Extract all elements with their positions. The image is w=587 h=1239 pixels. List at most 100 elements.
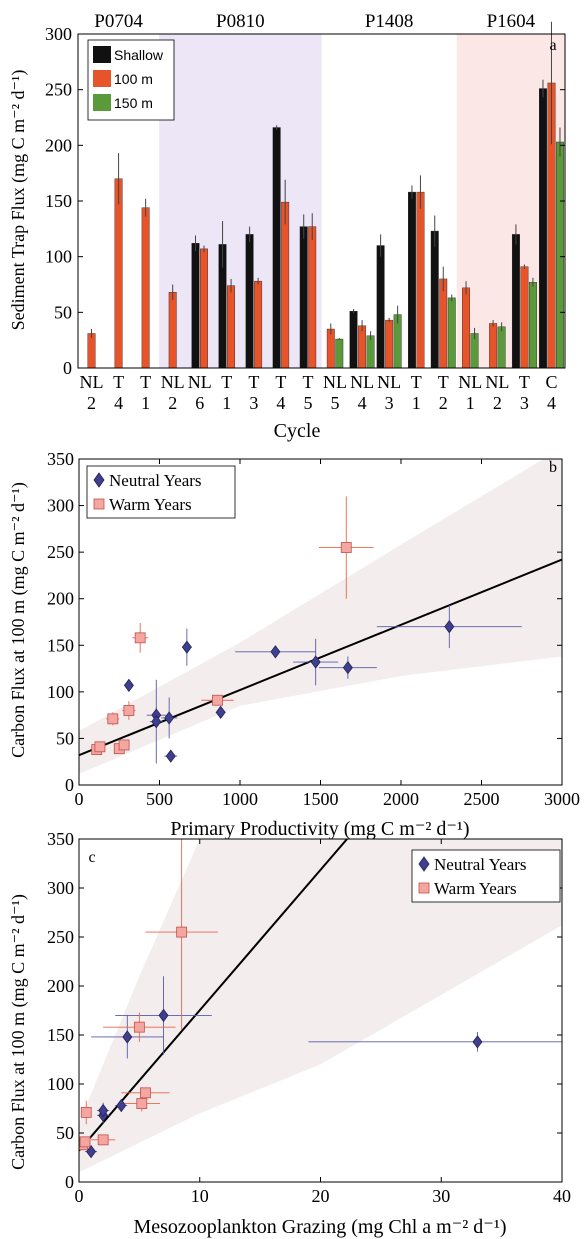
y-tick-label: 200: [45, 135, 72, 155]
cycle-number-label: 1: [141, 393, 150, 413]
legend-square-marker: [93, 498, 105, 510]
neutral-year-point: [342, 660, 353, 675]
y-tick-label: 150: [47, 635, 74, 655]
y-tick-label: 100: [47, 682, 74, 702]
y-tick-label: 100: [47, 1074, 74, 1094]
cycle-type-label: NL: [485, 372, 509, 392]
bar-Shallow-6: [245, 234, 254, 369]
y-tick-label: 0: [63, 358, 72, 378]
warm-year-point: [80, 1107, 92, 1118]
bar-150m-9: [335, 338, 344, 369]
bar-Shallow-11: [376, 245, 385, 369]
panel-c: 0 10 20 30 40 0 50 100 150 200 250 300 350 Neutral Ye…: [8, 829, 571, 1238]
bar-Shallow-8: [299, 226, 308, 369]
neutral-year-point: [181, 640, 192, 654]
y-tick-label: 150: [47, 1025, 74, 1045]
y-tick-label: 350: [47, 829, 74, 849]
bar-Shallow-7: [272, 127, 281, 369]
legend-diamond-marker: [93, 472, 105, 488]
y-tick-label: 350: [47, 449, 74, 469]
neutral-year-point: [122, 1030, 133, 1044]
y-tick-label: 0: [65, 1172, 74, 1192]
warm-year-point: [133, 1021, 145, 1033]
bar-100m-3: [168, 292, 177, 369]
bar-Shallow-16: [511, 234, 520, 369]
legend-box: [86, 465, 236, 519]
legend-label: Shallow: [114, 47, 164, 63]
neutral-year-point: [165, 749, 176, 763]
bar-100m-5: [227, 285, 236, 369]
cycle-type-label: NL: [323, 372, 347, 392]
neutral-year-point: [158, 1008, 169, 1023]
x-tick-label: 2000: [383, 789, 419, 809]
warm-year-point: [176, 926, 188, 938]
warm-year-point: [134, 632, 146, 644]
neutral-year-point: [123, 678, 134, 693]
cycle-type-label: NL: [458, 372, 482, 392]
bar-100m-7: [281, 201, 290, 369]
y-tick-label: 100: [45, 247, 72, 267]
cycle-type-label: NL: [377, 372, 401, 392]
warm-year-point: [97, 1134, 109, 1146]
bar-Shallow-12: [407, 191, 416, 369]
confidence-band: [79, 839, 562, 1173]
x-tick-label: 2500: [464, 789, 500, 809]
legend-diamond-marker: [418, 856, 430, 872]
bar-Shallow-10: [349, 311, 358, 369]
neutral-year-point: [310, 655, 321, 669]
neutral-year-point: [116, 1098, 127, 1113]
bar-100m-12: [416, 191, 425, 369]
y-tick-label: 50: [56, 1123, 74, 1143]
panel-c-y-axis-label: Carbon Flux at 100 m (mg C m⁻² d⁻¹): [8, 894, 29, 1170]
cycle-type-label: NL: [161, 372, 185, 392]
cycle-number-label: 5: [331, 393, 340, 413]
panel-a-y-axis-label: Sediment Trap Flux (mg C m⁻² d⁻¹): [8, 70, 29, 331]
cycle-number-label: 4: [276, 393, 285, 413]
y-tick-label: 150: [45, 191, 72, 211]
legend-swatch-150m: [93, 94, 111, 111]
panel-b-letter: b: [549, 459, 557, 476]
neutral-year-point: [86, 1144, 97, 1159]
bar-150m-10: [366, 335, 375, 369]
bar-150m-15: [497, 326, 506, 369]
x-tick-label: 0: [75, 1186, 84, 1206]
x-tick-label: 40: [553, 1186, 571, 1206]
bar-100m-6: [254, 280, 263, 369]
cruise-shade-P1604: [456, 34, 565, 368]
legend-swatch-Shallow: [93, 46, 111, 63]
legend-label: Neutral Years: [434, 855, 527, 874]
bar-150m-13: [447, 297, 456, 369]
y-tick-label: 300: [45, 24, 72, 44]
cycle-type-label: T: [248, 372, 259, 392]
neutral-year-point: [151, 714, 162, 729]
panel-b: 0 500 1000 1500 2000 2500 3000 0 50 100 150 200 250 3…: [8, 449, 580, 840]
bar-100m-1: [114, 178, 123, 369]
cycle-type-label: T: [275, 372, 286, 392]
cycle-type-label: T: [438, 372, 449, 392]
panel-a-letter: a: [549, 37, 556, 54]
legend-label: Neutral Years: [109, 471, 202, 490]
cycle-type-label: T: [113, 372, 124, 392]
cycle-type-label: T: [302, 372, 313, 392]
cycle-number-label: 3: [385, 393, 394, 413]
legend-label: Warm Years: [109, 495, 192, 514]
y-tick-label: 300: [47, 496, 74, 516]
bar-100m-8: [308, 226, 317, 369]
bar-Shallow-4: [191, 243, 200, 369]
legend: Neutral Years Warm Years: [86, 465, 236, 519]
bar-100m-10: [358, 325, 367, 369]
y-tick-label: 200: [47, 976, 74, 996]
panel-a: P0704 P0810 P1408 P1604NL2T4T1NL2NL6T1T3T4T…: [8, 11, 566, 442]
neutral-year-point: [164, 711, 175, 725]
cycle-number-label: 6: [195, 393, 204, 413]
x-tick-label: 3000: [544, 789, 580, 809]
cruise-label-P1604: P1604: [487, 11, 536, 32]
y-tick-label: 250: [45, 80, 72, 100]
cycle-type-label: NL: [80, 372, 104, 392]
neutral-year-point: [444, 619, 455, 634]
cycle-number-label: 3: [520, 393, 529, 413]
x-tick-label: 20: [312, 1186, 330, 1206]
cycle-number-label: 5: [303, 393, 312, 413]
cycle-number-label: 1: [222, 393, 231, 413]
y-tick-label: 250: [47, 542, 74, 562]
